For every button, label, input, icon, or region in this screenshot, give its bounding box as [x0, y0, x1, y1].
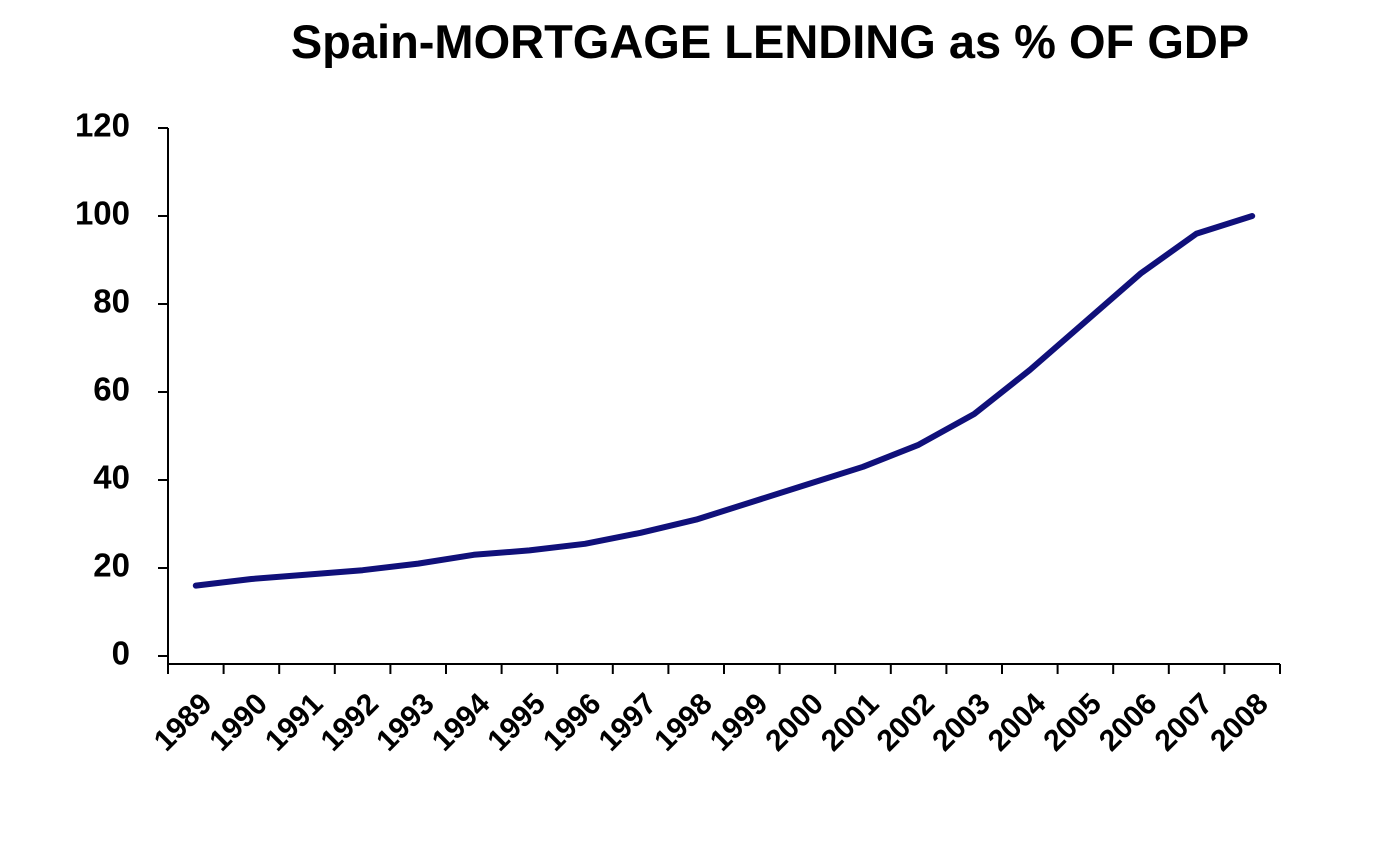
- y-tick-label: 80: [93, 283, 130, 320]
- x-tick-label: 2004: [982, 687, 1053, 758]
- x-tick-label: 1991: [259, 687, 330, 758]
- chart-title: Spain-MORTGAGE LENDING as % OF GDP: [290, 15, 1250, 68]
- x-tick-label: 2008: [1204, 687, 1275, 758]
- x-tick-label: 1995: [481, 687, 552, 758]
- x-tick-label: 1993: [370, 687, 441, 758]
- x-tick-label: 2003: [926, 687, 997, 758]
- y-tick-label: 100: [75, 195, 130, 232]
- y-tick-label: 40: [93, 459, 130, 496]
- x-tick-label: 1998: [648, 687, 719, 758]
- x-tick-label: 1990: [203, 687, 274, 758]
- y-tick-label: 20: [93, 547, 130, 584]
- y-tick-label: 0: [112, 635, 130, 672]
- x-tick-label: 1992: [315, 687, 386, 758]
- x-tick-label: 2000: [759, 687, 830, 758]
- x-tick-label: 2001: [815, 687, 886, 758]
- x-tick-label: 1999: [704, 687, 775, 758]
- x-tick-label: 1989: [148, 687, 219, 758]
- line: [192, 213, 1256, 589]
- x-tick-label: 1997: [593, 687, 664, 758]
- x-tick-label: 2005: [1037, 687, 1108, 758]
- y-tick-label: 120: [75, 107, 130, 144]
- x-tick-label: 2006: [1093, 687, 1164, 758]
- x-tick-label: 1996: [537, 687, 608, 758]
- x-tick-label: 2002: [871, 687, 942, 758]
- x-tick-label: 2007: [1149, 687, 1220, 758]
- x-tick-label: 1994: [426, 687, 497, 758]
- y-tick-label: 60: [93, 371, 130, 408]
